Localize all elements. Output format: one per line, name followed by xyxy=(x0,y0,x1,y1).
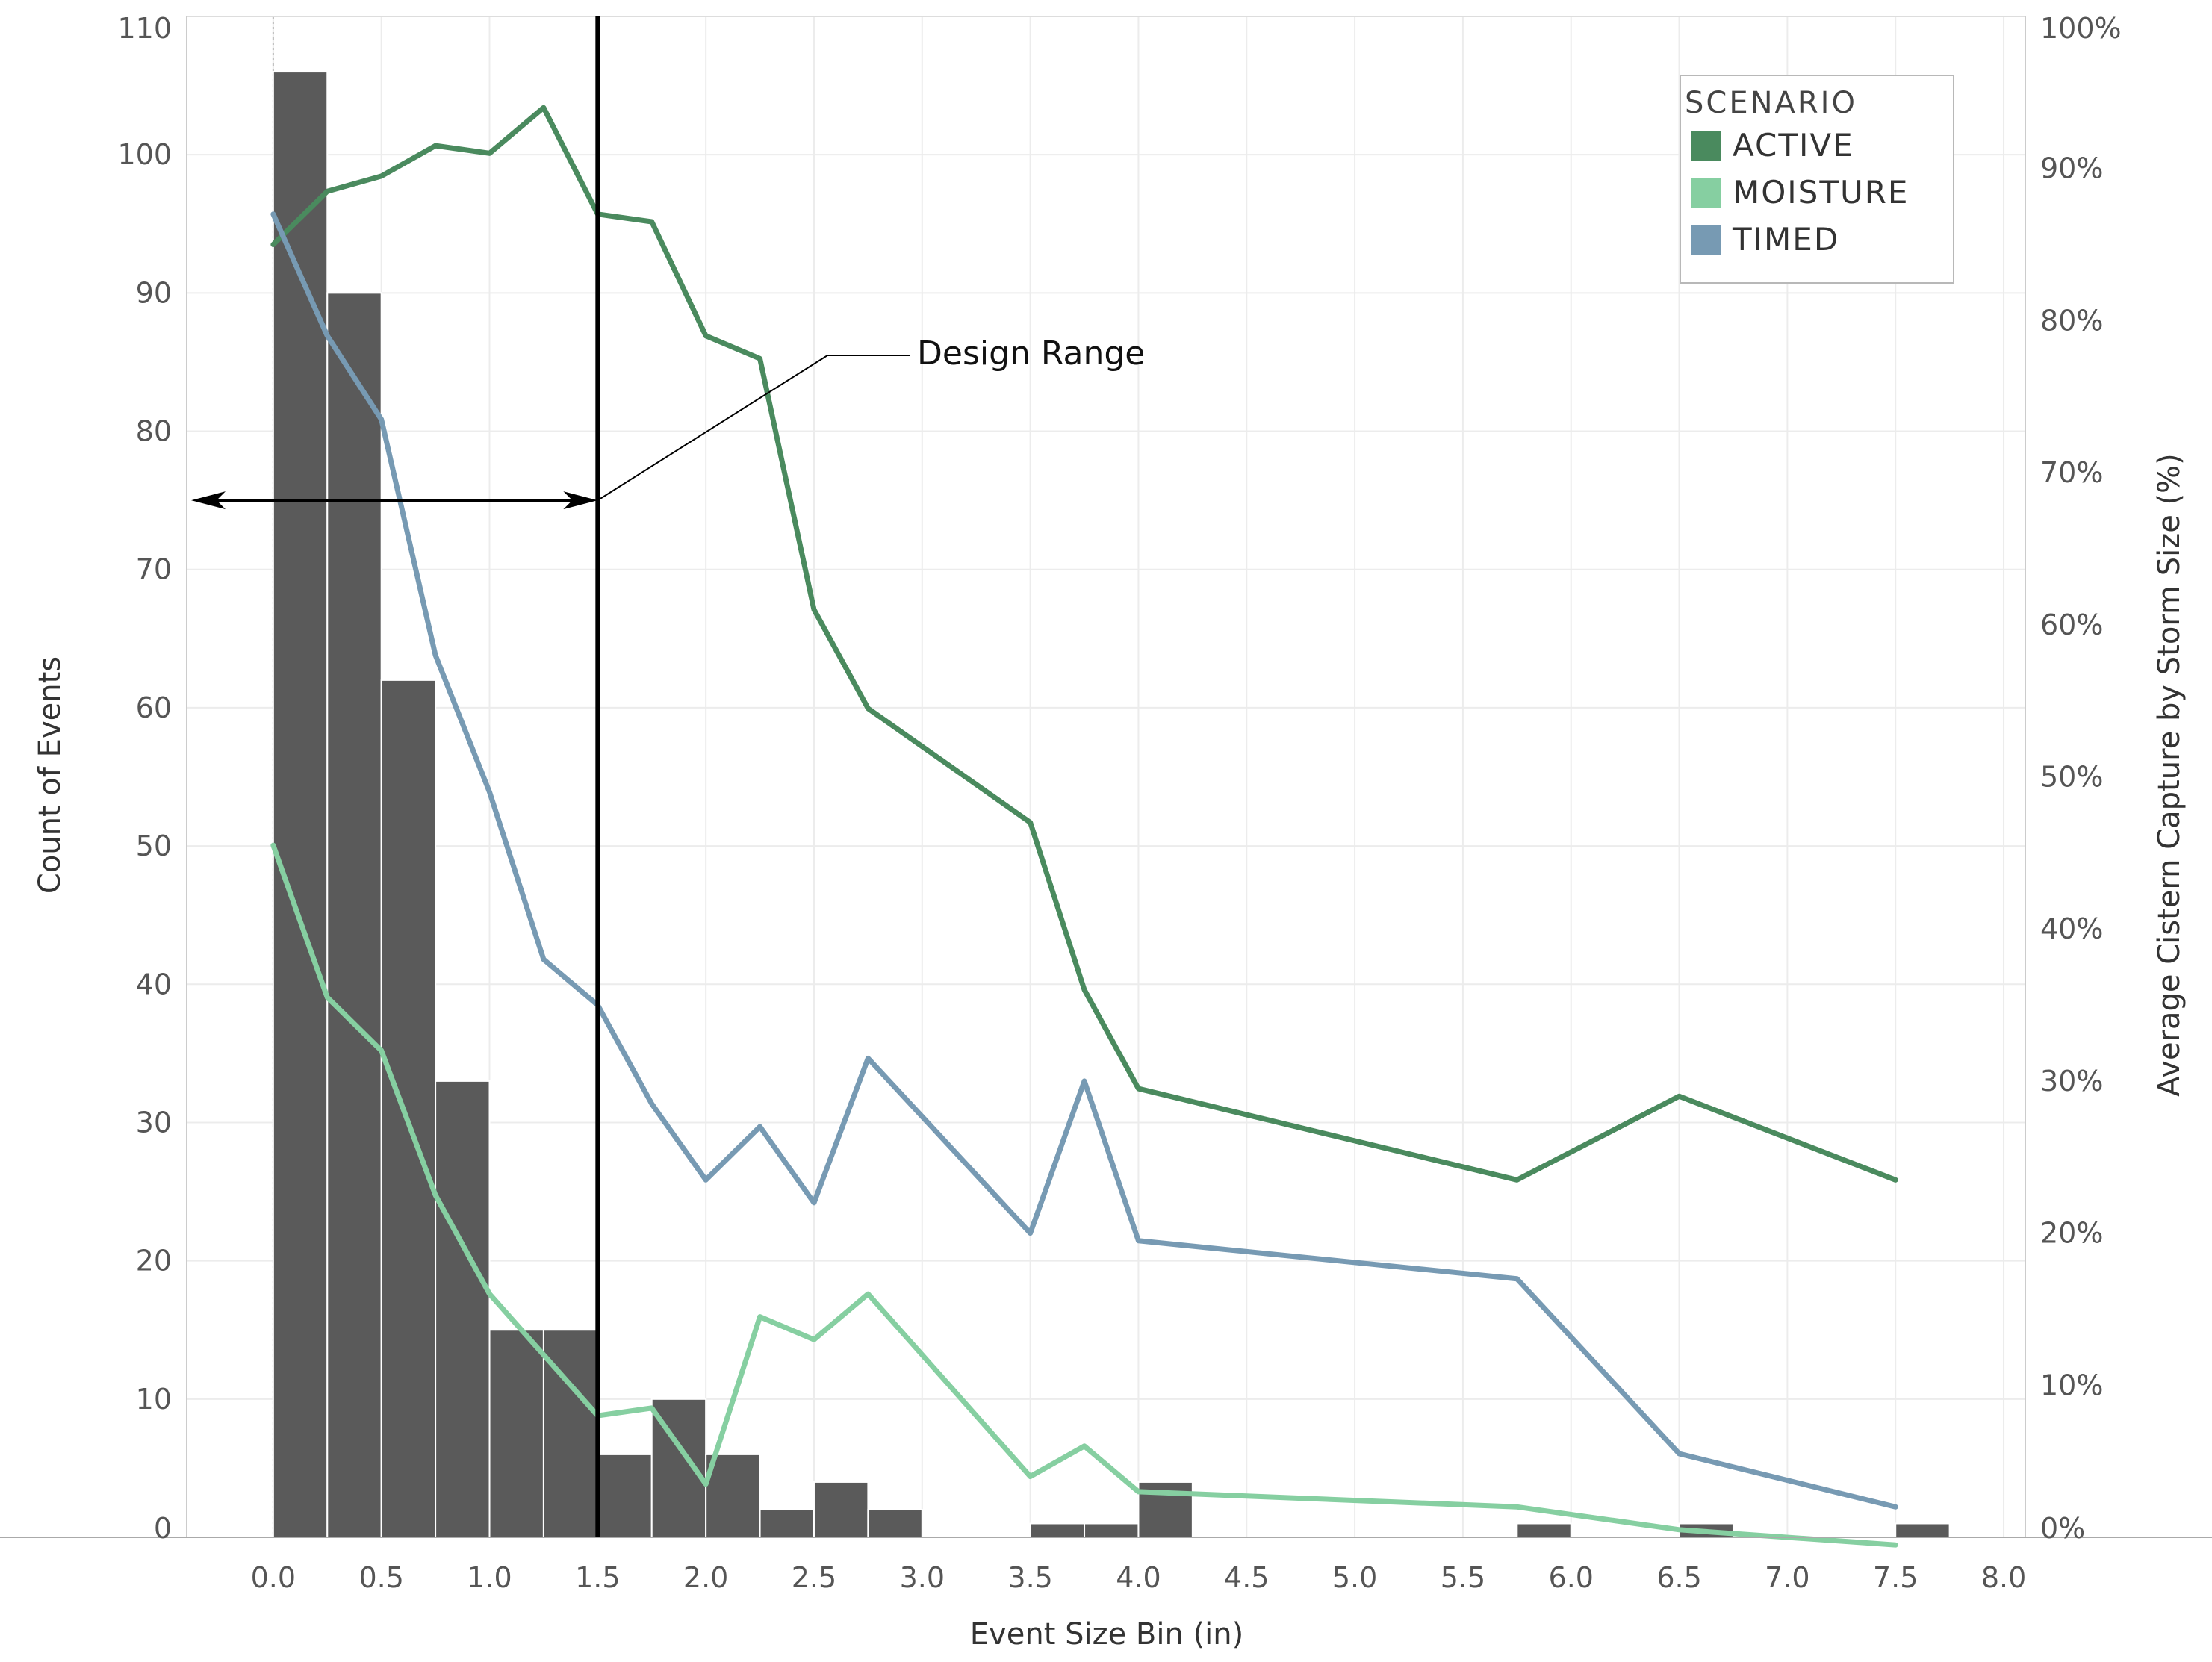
histogram-bar xyxy=(272,71,329,1538)
x-tick-label: 7.5 xyxy=(1873,1561,1918,1594)
histogram-bar xyxy=(759,1508,815,1538)
x-tick-label: 8.0 xyxy=(1981,1561,2026,1594)
histogram-bar xyxy=(867,1508,923,1538)
y-axis-title: Count of Events xyxy=(33,656,67,894)
y-tick-label: 40 xyxy=(136,968,172,1000)
design-range-leader-line xyxy=(597,355,910,501)
x-tick-label: 5.5 xyxy=(1441,1561,1485,1594)
axes xyxy=(0,16,2212,1538)
y2-tick-label: 50% xyxy=(2040,761,2103,794)
legend-swatch-moisture xyxy=(1691,178,1721,208)
x-tick-label: 2.0 xyxy=(683,1561,728,1594)
x-tick-label: 0.0 xyxy=(251,1561,296,1594)
series-line-moisture xyxy=(270,842,1898,1548)
histogram-bars xyxy=(272,71,1951,1539)
design-range-annotation: Design Range xyxy=(191,16,1145,1537)
x-tick-label: 7.0 xyxy=(1765,1561,1809,1594)
x-tick-label: 2.5 xyxy=(792,1561,836,1594)
y2-tick-label: 100% xyxy=(2040,12,2122,45)
x-tick-label: 3.5 xyxy=(1007,1561,1052,1594)
histogram-bar xyxy=(326,292,382,1538)
y-tick-label: 20 xyxy=(136,1245,172,1277)
histogram-bar xyxy=(1029,1522,1086,1538)
x-tick-label: 4.5 xyxy=(1224,1561,1269,1594)
histogram-bar xyxy=(435,1080,491,1538)
histogram-bar xyxy=(597,1453,653,1538)
x-axis-title: Event Size Bin (in) xyxy=(970,1617,1243,1652)
legend-label-timed: TIMED xyxy=(1732,221,1839,258)
y2-tick-label: 80% xyxy=(2040,304,2103,337)
y-tick-label: 110 xyxy=(117,12,172,45)
histogram-bar xyxy=(1084,1522,1140,1538)
histogram-bar xyxy=(1895,1522,1951,1538)
legend-box xyxy=(1680,75,1954,284)
legend-label-active: ACTIVE xyxy=(1733,127,1854,164)
histogram-bar xyxy=(705,1453,761,1538)
y2-tick-label: 40% xyxy=(2040,912,2103,945)
y2-tick-label: 70% xyxy=(2040,456,2103,489)
x-tick-label: 6.5 xyxy=(1656,1561,1701,1594)
x-axis-ticks: 0.0 0.5 1.0 1.5 2.0 2.5 3.0 3.5 4.0 4.5 5.0 5.5 6.0 6… xyxy=(251,1561,2027,1594)
y-tick-label: 80 xyxy=(136,415,172,448)
legend-swatch-active xyxy=(1691,131,1721,161)
legend-label-moisture: MOISTURE xyxy=(1733,174,1909,211)
x-tick-label: 1.0 xyxy=(467,1561,512,1594)
y2-axis-title: Average Cistern Capture by Storm Size (%… xyxy=(2152,453,2187,1097)
legend: SCENARIO ACTIVE MOISTURE TIMED xyxy=(1680,75,1954,284)
x-tick-label: 3.0 xyxy=(900,1561,945,1594)
y2-tick-label: 0% xyxy=(2040,1512,2085,1545)
x-tick-label: 4.0 xyxy=(1116,1561,1161,1594)
y-tick-label: 30 xyxy=(136,1106,172,1139)
series-lines xyxy=(270,105,1898,1548)
histogram-bar xyxy=(1516,1522,1572,1538)
legend-title: SCENARIO xyxy=(1685,86,1857,120)
y-tick-label: 100 xyxy=(117,138,172,171)
y-tick-label: 0 xyxy=(154,1512,172,1545)
design-range-label: Design Range xyxy=(917,334,1145,373)
design-range-arrow-head-right xyxy=(563,491,598,510)
y2-axis-ticks: 0% 10% 20% 30% 40% 50% 60% 70% 80% 90% 100% xyxy=(2040,12,2122,1545)
y-tick-label: 50 xyxy=(136,830,172,862)
y-axis-ticks: 0 10 20 30 40 50 60 70 80 90 100 110 xyxy=(117,12,172,1545)
y-tick-label: 60 xyxy=(136,691,172,724)
x-tick-label: 1.5 xyxy=(575,1561,620,1594)
histogram-bar xyxy=(380,679,437,1539)
x-tick-label: 0.5 xyxy=(358,1561,403,1594)
series-line-timed xyxy=(270,211,1898,1510)
histogram-bar xyxy=(813,1481,869,1538)
legend-swatch-timed xyxy=(1691,225,1721,255)
y2-tick-label: 10% xyxy=(2040,1369,2103,1401)
y-tick-label: 90 xyxy=(136,276,172,309)
y2-tick-label: 20% xyxy=(2040,1217,2103,1250)
y2-tick-label: 30% xyxy=(2040,1065,2103,1098)
histogram-bar xyxy=(488,1329,544,1539)
series-line-active xyxy=(270,105,1898,1183)
x-tick-label: 5.0 xyxy=(1332,1561,1377,1594)
y2-tick-label: 60% xyxy=(2040,609,2103,641)
y2-tick-label: 90% xyxy=(2040,152,2103,185)
y-tick-label: 10 xyxy=(136,1383,172,1416)
y-tick-label: 70 xyxy=(136,553,172,586)
x-tick-label: 6.0 xyxy=(1549,1561,1594,1594)
design-range-arrow-head-left xyxy=(191,491,226,510)
